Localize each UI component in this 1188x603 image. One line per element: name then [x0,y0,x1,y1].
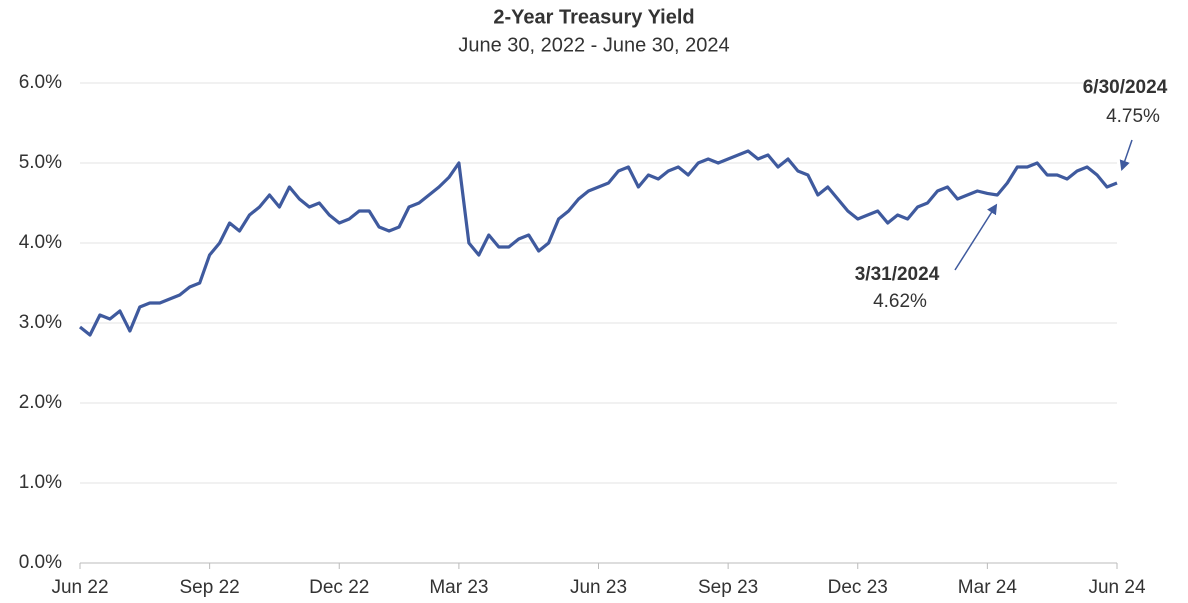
x-tick-label: Jun 23 [570,577,627,598]
x-tick-label: Dec 22 [309,577,369,598]
x-tick-label: Mar 23 [429,577,488,598]
y-tick-label: 1.0% [19,472,62,493]
y-tick-label: 4.0% [19,232,62,253]
annotation-arrow [1119,139,1133,171]
y-tick-label: 5.0% [19,152,62,173]
x-tick-label: Jun 24 [1088,577,1145,598]
x-tick-label: Sep 23 [698,577,758,598]
y-tick-label: 3.0% [19,312,62,333]
y-tick-label: 0.0% [19,552,62,573]
y-tick-label: 2.0% [19,392,62,413]
annotation-value: 4.62% [873,291,927,312]
annotation-date: 6/30/2024 [1083,77,1168,98]
x-tick-label: Dec 23 [828,577,888,598]
x-tick-label: Mar 24 [958,577,1018,598]
x-tick-label: Jun 22 [51,577,108,598]
chart-subtitle: June 30, 2022 - June 30, 2024 [458,34,729,56]
line [79,149,1118,337]
annotation-date: 3/31/2024 [855,264,940,285]
chart-title: 2-Year Treasury Yield [493,6,694,28]
annotation-arrow [954,203,998,271]
annotation-value: 4.75% [1106,106,1160,127]
x-tick-label: Sep 22 [180,577,240,598]
y-tick-label: 6.0% [19,72,62,93]
